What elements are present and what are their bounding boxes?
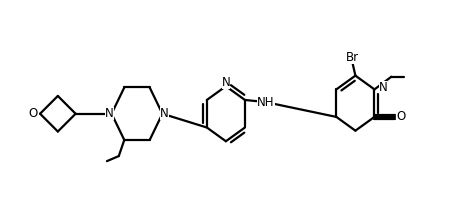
- Text: O: O: [28, 107, 38, 120]
- Text: N: N: [105, 107, 114, 120]
- Text: N: N: [379, 81, 388, 94]
- Text: Br: Br: [346, 51, 359, 64]
- Text: NH: NH: [257, 96, 275, 109]
- Text: N: N: [221, 76, 230, 89]
- Text: N: N: [160, 107, 169, 120]
- Text: O: O: [396, 110, 405, 124]
